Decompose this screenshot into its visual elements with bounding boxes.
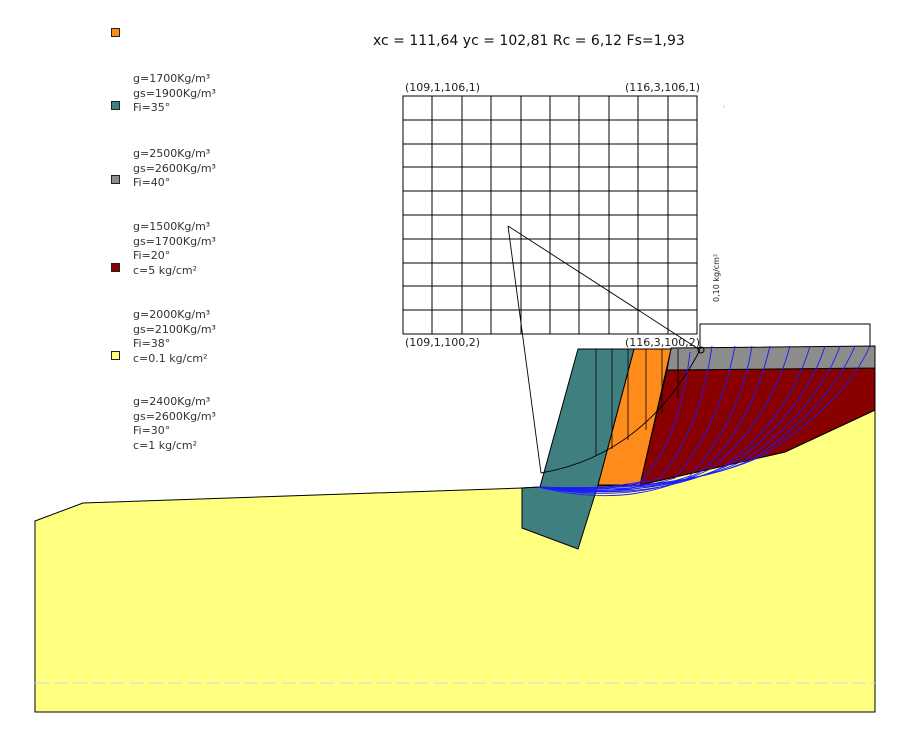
surcharge-marker [697,346,705,354]
grid-corner-top-left: (109,1,106,1) [405,81,481,94]
surcharge-load-label: 0,10 kg/cm² [712,253,721,302]
grid-corner-top-right: (116,3,106,1) [625,81,701,94]
trial-center-grid [402,95,698,335]
legend-swatch-grey [111,175,120,184]
surcharge-load [699,323,871,349]
legend-entry-yellow: g=2400Kg/m³ gs=2600Kg/m³ Fi=30° c=1 kg/cm² [133,395,216,452]
legend-swatch-teal [111,101,120,110]
result-summary: xc = 111,64 yc = 102,81 Rc = 6,12 Fs=1,9… [373,33,685,49]
legend-swatch-orange [111,28,120,37]
grid-corner-bottom-left: (109,1,100,2) [405,336,481,349]
trial-slip-surfaces [537,345,871,497]
grid-corner-bottom-right: (116,3,100,2) [625,336,701,349]
legend-entry-teal: g=2500Kg/m³ gs=2600Kg/m³ Fi=40° [133,147,216,189]
legend-entry-grey: g=1500Kg/m³ gs=1700Kg/m³ Fi=20° c=5 kg/cm² [133,220,216,277]
grid-tick-mark: › [722,102,726,112]
legend-entry-orange: g=1700Kg/m³ gs=1900Kg/m³ Fi=35° [133,72,216,114]
legend-entry-darkred: g=2000Kg/m³ gs=2100Kg/m³ Fi=38° c=0.1 kg/cm… [133,308,216,365]
legend-swatch-yellow [111,351,120,360]
embankment-red-layer [639,367,876,486]
legend-swatch-darkred [111,263,120,272]
slice-lines [595,349,679,456]
critical-circle-radii [507,225,701,474]
